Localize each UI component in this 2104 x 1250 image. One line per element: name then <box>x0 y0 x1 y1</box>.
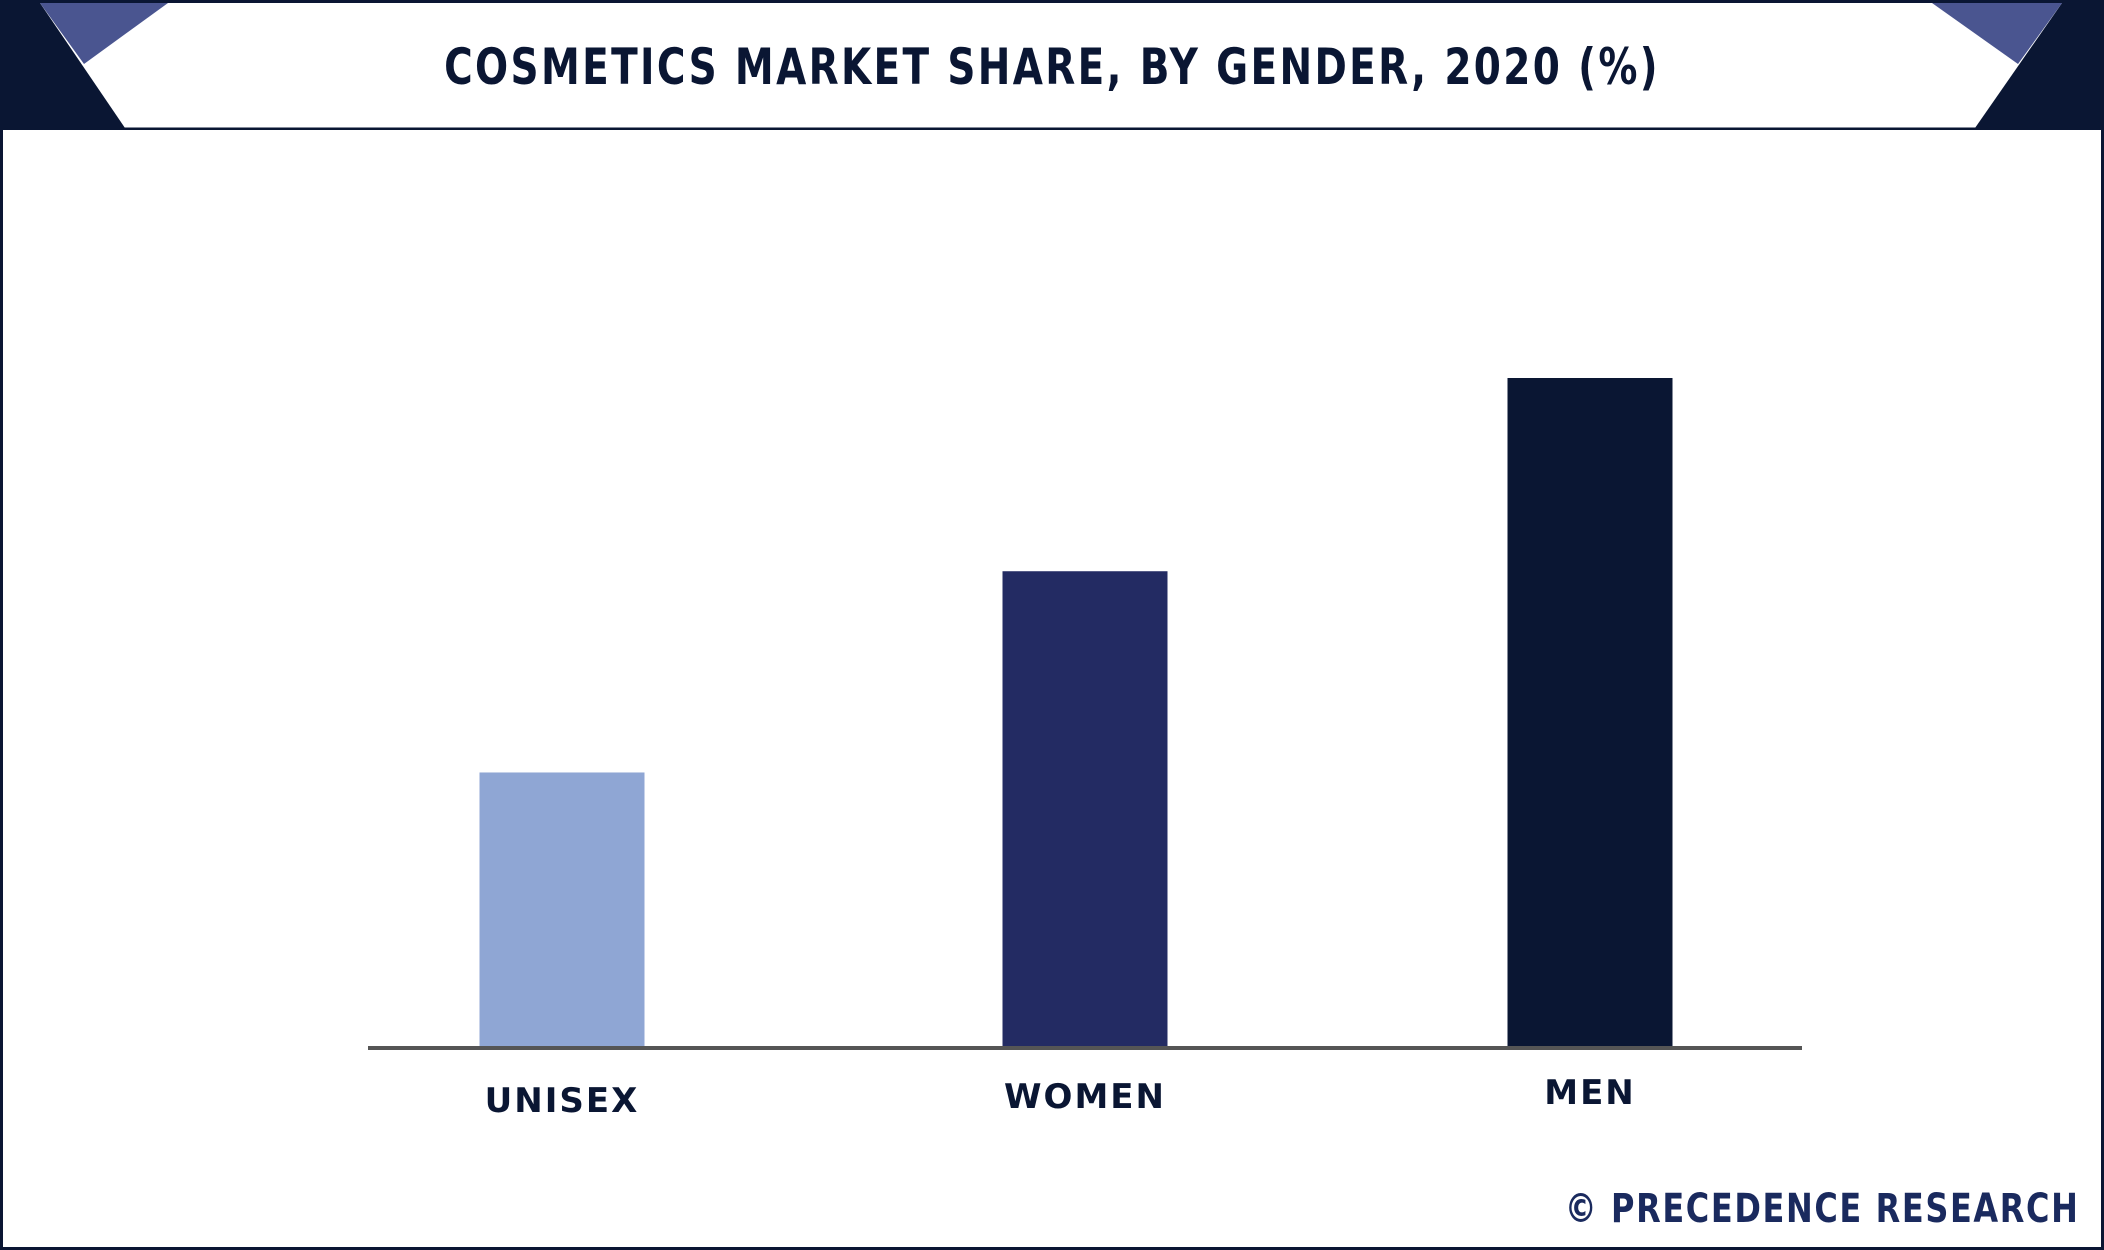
x-tick-label-unisex: UNISEX <box>485 1081 640 1121</box>
bar-women <box>1002 571 1168 1047</box>
header-decoration <box>3 3 2101 130</box>
x-tick-label-women: WOMEN <box>1004 1077 1166 1117</box>
corner-right-accent <box>1932 3 2062 64</box>
bar-men <box>1507 378 1673 1047</box>
bar-unisex <box>479 772 645 1047</box>
chart-title: COSMETICS MARKET SHARE, BY GENDER, 2020 … <box>444 38 1660 96</box>
header-banner: COSMETICS MARKET SHARE, BY GENDER, 2020 … <box>0 0 2104 130</box>
x-tick-label-men: MEN <box>1544 1073 1636 1113</box>
corner-left-dark <box>3 3 125 128</box>
corner-right-dark <box>1975 3 2101 128</box>
brand-watermark: © PRECEDENCE RESEARCH <box>1565 1186 2080 1232</box>
corner-left-accent <box>40 3 168 64</box>
